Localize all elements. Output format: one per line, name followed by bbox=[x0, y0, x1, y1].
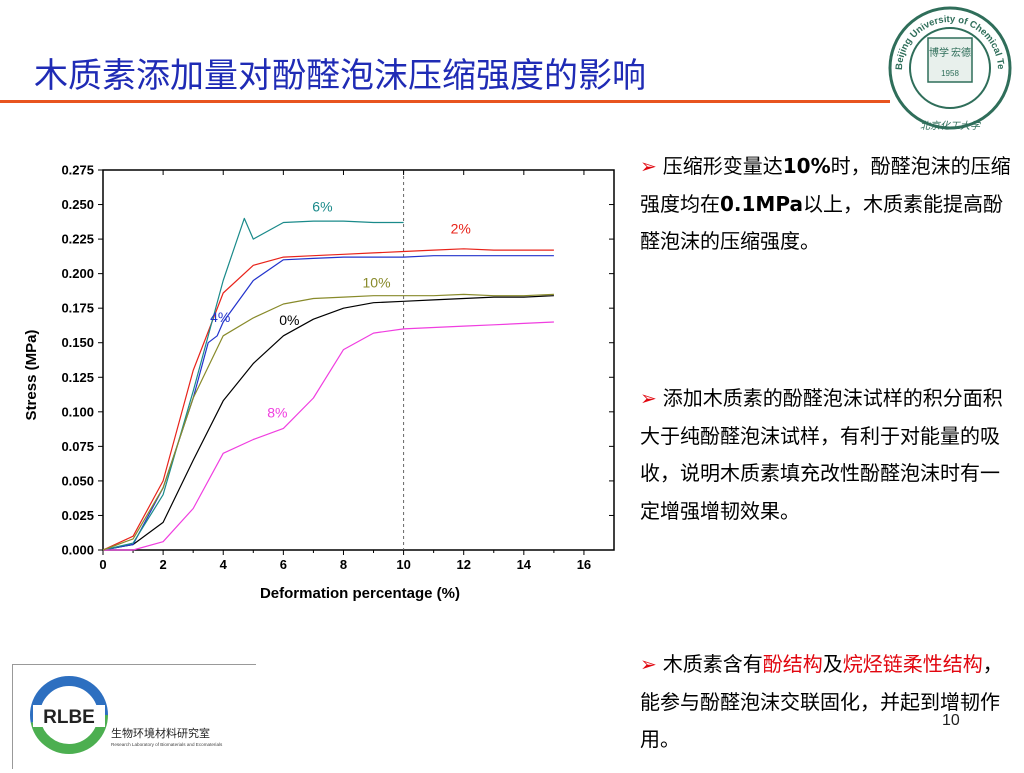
bullet-3-part-3: 及 bbox=[822, 652, 843, 676]
seal-right-text: 宏德 bbox=[951, 46, 971, 59]
x-tick-label: 16 bbox=[577, 557, 591, 572]
series-label-2pct: 2% bbox=[451, 221, 471, 237]
y-tick-label: 0.175 bbox=[61, 301, 94, 316]
series-label-4pct: 4% bbox=[210, 309, 230, 325]
series-line-10pct bbox=[102, 293, 554, 551]
x-tick-label: 14 bbox=[517, 557, 532, 572]
bullet-3-part-2: 酚结构 bbox=[762, 652, 823, 676]
series-line-0pct bbox=[102, 295, 554, 551]
series-line-8pct bbox=[103, 321, 554, 551]
bullet-3-part-4: 烷烃链柔性结构 bbox=[842, 652, 983, 676]
x-tick-label: 12 bbox=[456, 557, 470, 572]
lab-logo-frame: RLBE 生物环境材料研究室 Research Laboratory of Bi… bbox=[12, 664, 256, 769]
seal-bottom-text: 北京化工大学 bbox=[920, 120, 981, 132]
bullet-arrow-icon: ➢ bbox=[640, 386, 657, 410]
page-number: 10 bbox=[942, 712, 960, 729]
plot-frame bbox=[102, 169, 615, 551]
bullet-arrow-icon: ➢ bbox=[640, 652, 657, 676]
lab-logo: RLBE 生物环境材料研究室 Research Laboratory of Bi… bbox=[30, 676, 223, 754]
chart-y-axis-label: Stress (MPa) bbox=[23, 330, 40, 421]
y-tick-label: 0.100 bbox=[61, 404, 94, 419]
y-tick-label: 0.125 bbox=[61, 370, 94, 385]
title-underline bbox=[0, 100, 890, 103]
y-tick-label: 0.000 bbox=[61, 543, 94, 558]
bullet-1-part-5: 以上，木质素能提高酚醛泡沫的压缩强度。 bbox=[640, 191, 1003, 254]
x-tick-label: 10 bbox=[396, 557, 410, 572]
y-tick-label: 0.050 bbox=[61, 473, 94, 488]
y-tick-label: 0.225 bbox=[61, 232, 94, 247]
series-line-6pct bbox=[102, 217, 404, 551]
seal-left-text: 博学 bbox=[929, 46, 949, 59]
y-tick-label: 0.250 bbox=[61, 197, 94, 212]
bullet-3-part-5: ，能参与酚醛泡沫交联固化，并起到增韧作用。 bbox=[640, 652, 1003, 751]
series-label-10pct: 10% bbox=[363, 274, 391, 290]
university-seal: Beijing University of Chemical Technolog… bbox=[884, 4, 1012, 132]
x-tick-label: 2 bbox=[160, 557, 167, 572]
bullet-1: ➢ 压缩形变量达10%时，酚醛泡沫的压缩强度均在0.1MPa以上，木质素能提高酚醛… bbox=[640, 148, 1012, 261]
y-tick-label: 0.075 bbox=[61, 439, 94, 454]
chart-axes: 0 2 4 6 8 10 12 14 16 0.000 0.025 0.050 0.075 0.100 0.… bbox=[61, 163, 615, 572]
y-tick-label: 0.150 bbox=[61, 335, 94, 350]
series-label-6pct: 6% bbox=[312, 198, 332, 214]
bullet-3: ➢ 木质素含有酚结构及烷烃链柔性结构，能参与酚醛泡沫交联固化，并起到增韧作用。 bbox=[640, 646, 1012, 759]
bullet-1-part-3: 时，酚醛泡沫的压缩强度均在 bbox=[640, 154, 1011, 216]
x-tick-label: 8 bbox=[340, 557, 347, 572]
slide-title: 木质素添加量对酚醛泡沫压缩强度的影响 bbox=[34, 56, 646, 96]
lab-logo-acronym: RLBE bbox=[43, 707, 95, 728]
y-tick-label: 0.025 bbox=[61, 508, 94, 523]
y-tick-label: 0.200 bbox=[61, 266, 94, 281]
chart-series-labels: 0% 2% 4% 6% 8% 10% bbox=[210, 198, 471, 420]
seal-year: 1958 bbox=[941, 69, 959, 78]
x-tick-label: 0 bbox=[99, 557, 106, 572]
chart-series bbox=[102, 217, 554, 551]
x-tick-label: 6 bbox=[280, 557, 287, 572]
chart-x-axis-label: Deformation percentage (%) bbox=[260, 585, 460, 602]
bullet-1-part-1: 压缩形变量达 bbox=[662, 154, 783, 178]
series-label-0pct: 0% bbox=[279, 312, 299, 328]
series-label-8pct: 8% bbox=[267, 404, 287, 420]
stress-strain-chart: 0 2 4 6 8 10 12 14 16 0.000 0.025 0.050 0.075 0.100 0.… bbox=[23, 163, 615, 602]
bullet-3-part-1: 木质素含有 bbox=[662, 652, 763, 676]
y-tick-label: 0.275 bbox=[61, 163, 94, 178]
lab-name-cn: 生物环境材料研究室 bbox=[111, 726, 210, 740]
lab-name-en: Research Laboratory of Biomaterials and … bbox=[111, 742, 223, 747]
bullet-2: ➢ 添加木质素的酚醛泡沫试样的积分面积大于纯酚醛泡沫试样，有利于对能量的吸收，说明… bbox=[640, 380, 1012, 530]
bullet-1-part-4: 0.1MPa bbox=[720, 191, 803, 216]
bullet-2-text: 添加木质素的酚醛泡沫试样的积分面积大于纯酚醛泡沫试样，有利于对能量的吸收，说明木… bbox=[640, 386, 1003, 523]
series-line-2pct bbox=[102, 248, 554, 551]
bullet-1-part-2: 10% bbox=[782, 154, 831, 178]
bullet-arrow-icon: ➢ bbox=[640, 154, 657, 178]
x-tick-label: 4 bbox=[220, 557, 228, 572]
